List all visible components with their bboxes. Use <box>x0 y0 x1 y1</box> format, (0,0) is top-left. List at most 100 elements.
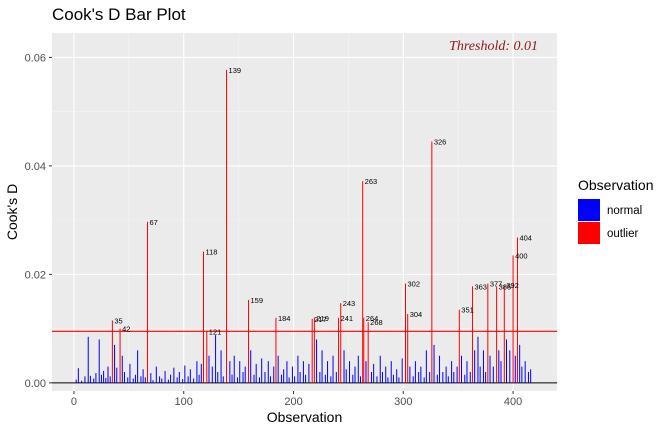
normal-bar <box>196 361 198 383</box>
normal-bar <box>137 350 139 383</box>
normal-bar <box>489 355 491 383</box>
bar-label: 302 <box>408 280 421 289</box>
normal-bar <box>474 350 476 383</box>
normal-bar <box>401 358 403 383</box>
normal-bar <box>231 374 233 383</box>
bar-label: 35 <box>114 316 122 325</box>
bar-label: 392 <box>506 281 519 290</box>
normal-bar <box>524 361 526 383</box>
x-tick-label: 0 <box>71 396 77 408</box>
normal-bar <box>429 372 431 383</box>
outlier-bar <box>311 318 313 383</box>
normal-bar <box>283 369 285 383</box>
normal-bar <box>189 369 191 383</box>
normal-bar <box>291 366 293 383</box>
normal-bar <box>500 361 502 383</box>
normal-bar <box>352 374 354 383</box>
threshold-label: Threshold: 0.01 <box>449 39 538 54</box>
normal-bar <box>244 366 246 383</box>
normal-bar <box>324 374 326 383</box>
normal-bar <box>200 363 202 383</box>
legend-swatch-outlier <box>578 222 600 244</box>
normal-bar <box>176 377 178 383</box>
normal-bar <box>114 344 116 383</box>
normal-bar <box>335 372 337 383</box>
bar-label: 241 <box>341 314 354 323</box>
normal-bar <box>198 374 200 383</box>
normal-bar <box>264 372 266 383</box>
normal-bar <box>506 339 507 383</box>
normal-bar <box>357 355 359 383</box>
normal-bar <box>398 377 400 383</box>
outlier-bar <box>206 331 208 383</box>
normal-bar <box>100 374 102 383</box>
bar-label: 351 <box>461 306 474 315</box>
normal-bar <box>373 363 375 383</box>
normal-bar <box>359 376 361 383</box>
x-axis-title: Observation <box>267 409 342 425</box>
normal-bar <box>409 366 411 383</box>
normal-bar <box>187 376 189 383</box>
outlier-bar <box>512 255 514 383</box>
normal-bar <box>349 361 351 383</box>
normal-bar <box>530 369 532 383</box>
outlier-bar <box>119 328 121 383</box>
normal-bar <box>390 361 392 383</box>
normal-bar <box>519 344 521 383</box>
normal-bar <box>451 361 453 383</box>
normal-bar <box>81 380 83 383</box>
outlier-bar <box>431 141 433 383</box>
normal-bar <box>321 350 323 383</box>
legend-title: Observation <box>578 177 653 193</box>
y-tick-label: 0.00 <box>25 378 46 390</box>
normal-bar <box>258 377 260 383</box>
normal-bar <box>95 373 97 383</box>
x-tick-label: 100 <box>175 396 193 408</box>
legend: Observation normal outlier <box>578 177 653 244</box>
normal-bar <box>239 361 241 383</box>
bar-label: 217 <box>314 315 327 324</box>
bar-label: 219 <box>316 314 329 323</box>
normal-bar <box>217 372 219 383</box>
normal-bar <box>167 379 169 383</box>
normal-bar <box>485 372 487 383</box>
outlier-bar <box>407 313 409 383</box>
bar-label: 121 <box>209 327 222 336</box>
x-tick-label: 200 <box>284 396 302 408</box>
normal-bar <box>370 372 372 383</box>
normal-bar <box>184 365 186 383</box>
normal-bar <box>280 374 282 383</box>
normal-bar <box>178 372 180 383</box>
normal-bar <box>142 369 144 383</box>
normal-bar <box>498 350 500 383</box>
normal-bar <box>127 377 129 383</box>
normal-bar <box>173 367 175 383</box>
plot-panel <box>52 33 557 391</box>
bar-label: 159 <box>251 296 264 305</box>
normal-bar <box>453 372 455 383</box>
normal-bar <box>237 377 239 383</box>
normal-bar <box>425 350 427 383</box>
normal-bar <box>433 344 435 383</box>
normal-bar <box>466 361 468 383</box>
bar-label: 67 <box>150 218 158 227</box>
normal-bar <box>109 376 111 383</box>
normal-bar <box>418 372 420 383</box>
normal-bar <box>103 370 105 383</box>
bar-label: 184 <box>278 314 291 323</box>
bar-label: 42 <box>122 325 130 334</box>
normal-bar <box>144 377 146 383</box>
normal-bar <box>319 372 321 383</box>
grid-minor <box>52 33 557 391</box>
normal-bar <box>365 361 367 383</box>
normal-bar <box>134 374 136 383</box>
normal-bar <box>267 361 269 383</box>
y-axis: 0.00 0.02 0.04 0.06 <box>25 52 52 390</box>
outlier-bar <box>367 322 369 383</box>
normal-bar <box>514 355 516 383</box>
normal-bar <box>229 361 231 383</box>
y-axis-title: Cook's D <box>4 184 20 240</box>
normal-bar <box>89 375 91 383</box>
normal-bar <box>129 363 131 383</box>
